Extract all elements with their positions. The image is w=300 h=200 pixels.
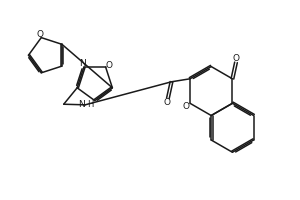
- Text: O: O: [105, 61, 112, 70]
- Text: N: N: [79, 59, 86, 68]
- Text: O: O: [232, 54, 239, 63]
- Text: N: N: [78, 100, 85, 109]
- Text: O: O: [36, 30, 43, 39]
- Text: O: O: [183, 102, 190, 111]
- Text: H: H: [88, 100, 94, 109]
- Text: O: O: [164, 98, 171, 107]
